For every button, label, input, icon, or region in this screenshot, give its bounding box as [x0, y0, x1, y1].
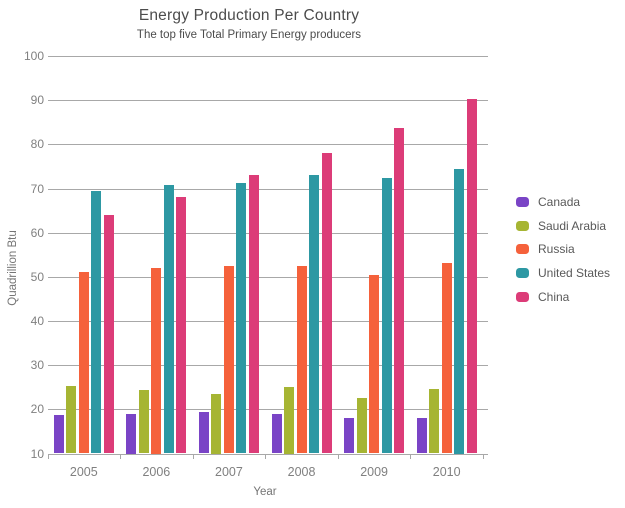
y-tick-label-40: 40 [30, 314, 44, 328]
bar-saudi-arabia-2010 [429, 389, 440, 454]
y-tick-label-70: 70 [30, 181, 44, 196]
legend-item-china[interactable]: China [516, 285, 610, 309]
legend-swatch-china [516, 291, 529, 302]
legend-item-united-states[interactable]: United States [516, 261, 610, 285]
x-axis-title: Year [253, 486, 277, 498]
y-tick-mark [483, 276, 488, 278]
bar-united-states-2007 [236, 183, 247, 454]
x-tick-mark [120, 453, 122, 459]
bar-united-states-2009 [381, 178, 392, 454]
bar-saudi-arabia-2005 [66, 386, 77, 454]
x-tick-label-2005: 2005 [69, 465, 98, 479]
bar-russia-2007 [223, 266, 234, 454]
y-tick-label-20: 20 [30, 402, 44, 417]
bar-russia-2009 [369, 275, 380, 454]
gridline-70 [47, 188, 483, 190]
legend-label: China [538, 289, 570, 304]
x-tick-label-2006: 2006 [142, 465, 171, 479]
y-tick-mark [483, 232, 488, 234]
x-tick-mark [192, 453, 194, 459]
bar-united-states-2010 [454, 168, 465, 454]
y-tick-label-50: 50 [30, 269, 44, 284]
x-tick-label-2008: 2008 [287, 465, 316, 479]
y-tick-mark [483, 409, 488, 411]
bar-united-states-2006 [163, 185, 174, 454]
bar-canada-2009 [344, 417, 355, 454]
y-tick-label-60: 60 [30, 225, 44, 240]
y-tick-mark [483, 144, 488, 146]
chart-title: Energy Production Per Country [138, 7, 360, 24]
gridline-80 [47, 144, 483, 146]
bar-russia-2005 [78, 272, 89, 454]
bar-canada-2006 [126, 413, 137, 454]
y-tick-mark [483, 56, 488, 57]
y-tick-label-80: 80 [30, 137, 44, 152]
bar-united-states-2008 [309, 174, 320, 454]
x-tick-mark [47, 453, 49, 459]
gridline-50 [47, 276, 483, 278]
gridline-20 [47, 409, 483, 411]
x-tick-mark [265, 453, 267, 459]
bar-china-2008 [321, 152, 332, 454]
x-tick-label-2009: 2009 [360, 465, 389, 479]
legend-swatch-canada [516, 196, 529, 207]
x-tick-mark [483, 453, 484, 459]
legend-label: Russia [538, 242, 575, 257]
bar-russia-2010 [441, 263, 452, 454]
y-tick-label-90: 90 [30, 93, 44, 108]
bar-saudi-arabia-2008 [284, 387, 295, 454]
x-tick-mark [410, 453, 412, 459]
x-tick-mark [337, 453, 339, 459]
bar-china-2010 [466, 99, 477, 454]
gridline-30 [47, 365, 483, 367]
y-tick-label-10: 10 [30, 446, 44, 461]
y-tick-label-100: 100 [23, 49, 44, 63]
bar-canada-2005 [53, 415, 64, 454]
bar-russia-2006 [151, 268, 162, 454]
y-tick-mark [483, 188, 488, 190]
bar-saudi-arabia-2009 [356, 397, 367, 454]
legend-item-saudi-arabia[interactable]: Saudi Arabia [516, 214, 610, 238]
y-tick-mark [483, 321, 488, 322]
gridline-100 [47, 56, 483, 57]
bar-canada-2008 [271, 414, 282, 454]
legend-swatch-russia [516, 244, 529, 255]
x-tick-label-2007: 2007 [215, 465, 243, 479]
legend-label: United States [538, 265, 611, 280]
bar-china-2007 [248, 174, 259, 454]
bar-saudi-arabia-2006 [138, 389, 149, 454]
y-tick-label-30: 30 [30, 358, 44, 373]
bar-russia-2008 [296, 265, 307, 454]
y-tick-mark [483, 453, 488, 455]
legend-label: Saudi Arabia [538, 218, 607, 233]
legend-item-canada[interactable]: Canada [516, 190, 610, 214]
gridline-90 [47, 100, 483, 102]
bar-canada-2010 [416, 417, 427, 454]
legend-item-russia[interactable]: Russia [516, 237, 610, 261]
gridline-40 [47, 321, 483, 322]
legend-swatch-united-states [516, 267, 529, 278]
chart-subtitle: The top five Total Primary Energy produc… [136, 29, 362, 41]
x-tick-label-2010: 2010 [432, 465, 461, 479]
y-tick-mark [483, 100, 488, 102]
bar-canada-2007 [198, 411, 209, 454]
y-tick-mark [483, 365, 488, 367]
bar-china-2006 [176, 196, 187, 454]
bar-china-2005 [103, 215, 114, 454]
bar-saudi-arabia-2007 [211, 393, 222, 454]
gridline-60 [47, 232, 483, 234]
legend-label: Canada [538, 194, 581, 209]
legend-swatch-saudi-arabia [516, 220, 529, 231]
bar-china-2009 [394, 127, 405, 454]
bar-united-states-2005 [91, 191, 102, 454]
legend: Canada Saudi Arabia Russia United States Chi… [516, 190, 610, 308]
